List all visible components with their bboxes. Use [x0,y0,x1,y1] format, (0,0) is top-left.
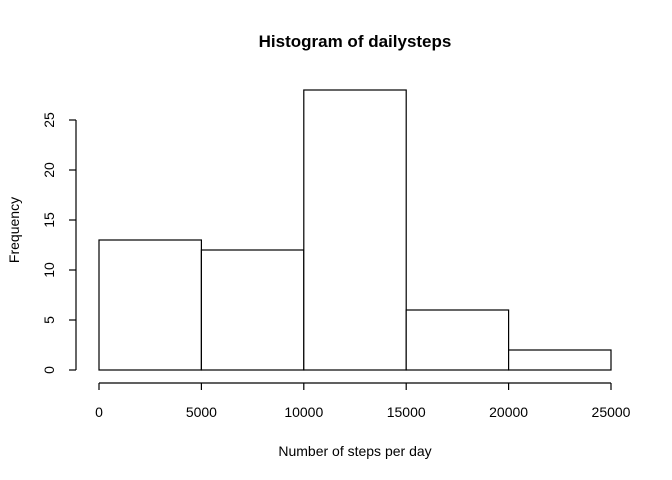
bars-group [98,89,612,371]
histogram-bar-0 [98,239,203,371]
y-tick-label-3: 15 [41,212,57,228]
x-tick-label-3: 15000 [387,404,426,420]
x-tick-label-1: 5000 [186,404,217,420]
y-tick-label-4: 20 [41,162,57,178]
histogram-bar-4 [508,349,612,371]
y-tick-label-0: 0 [41,366,57,374]
x-tick-label-2: 10000 [284,404,323,420]
y-tick-label-2: 10 [41,262,57,278]
y-tick-label-1: 5 [41,316,57,324]
histogram-bar-3 [405,309,510,371]
x-tick-label-0: 0 [95,404,103,420]
y-axis-label: Frequency [6,197,22,263]
y-axis: 0 5 10 15 20 25 [41,112,77,374]
x-tick-label-4: 20000 [489,404,528,420]
x-tick-label-5: 25000 [592,404,631,420]
histogram-bar-1 [200,249,305,371]
y-tick-label-5: 25 [41,112,57,128]
histogram-bar-2 [303,89,407,371]
x-axis: 0 5000 10000 15000 20000 25000 [95,382,631,420]
chart-title: Histogram of dailysteps [259,32,452,51]
x-axis-label: Number of steps per day [278,443,431,459]
